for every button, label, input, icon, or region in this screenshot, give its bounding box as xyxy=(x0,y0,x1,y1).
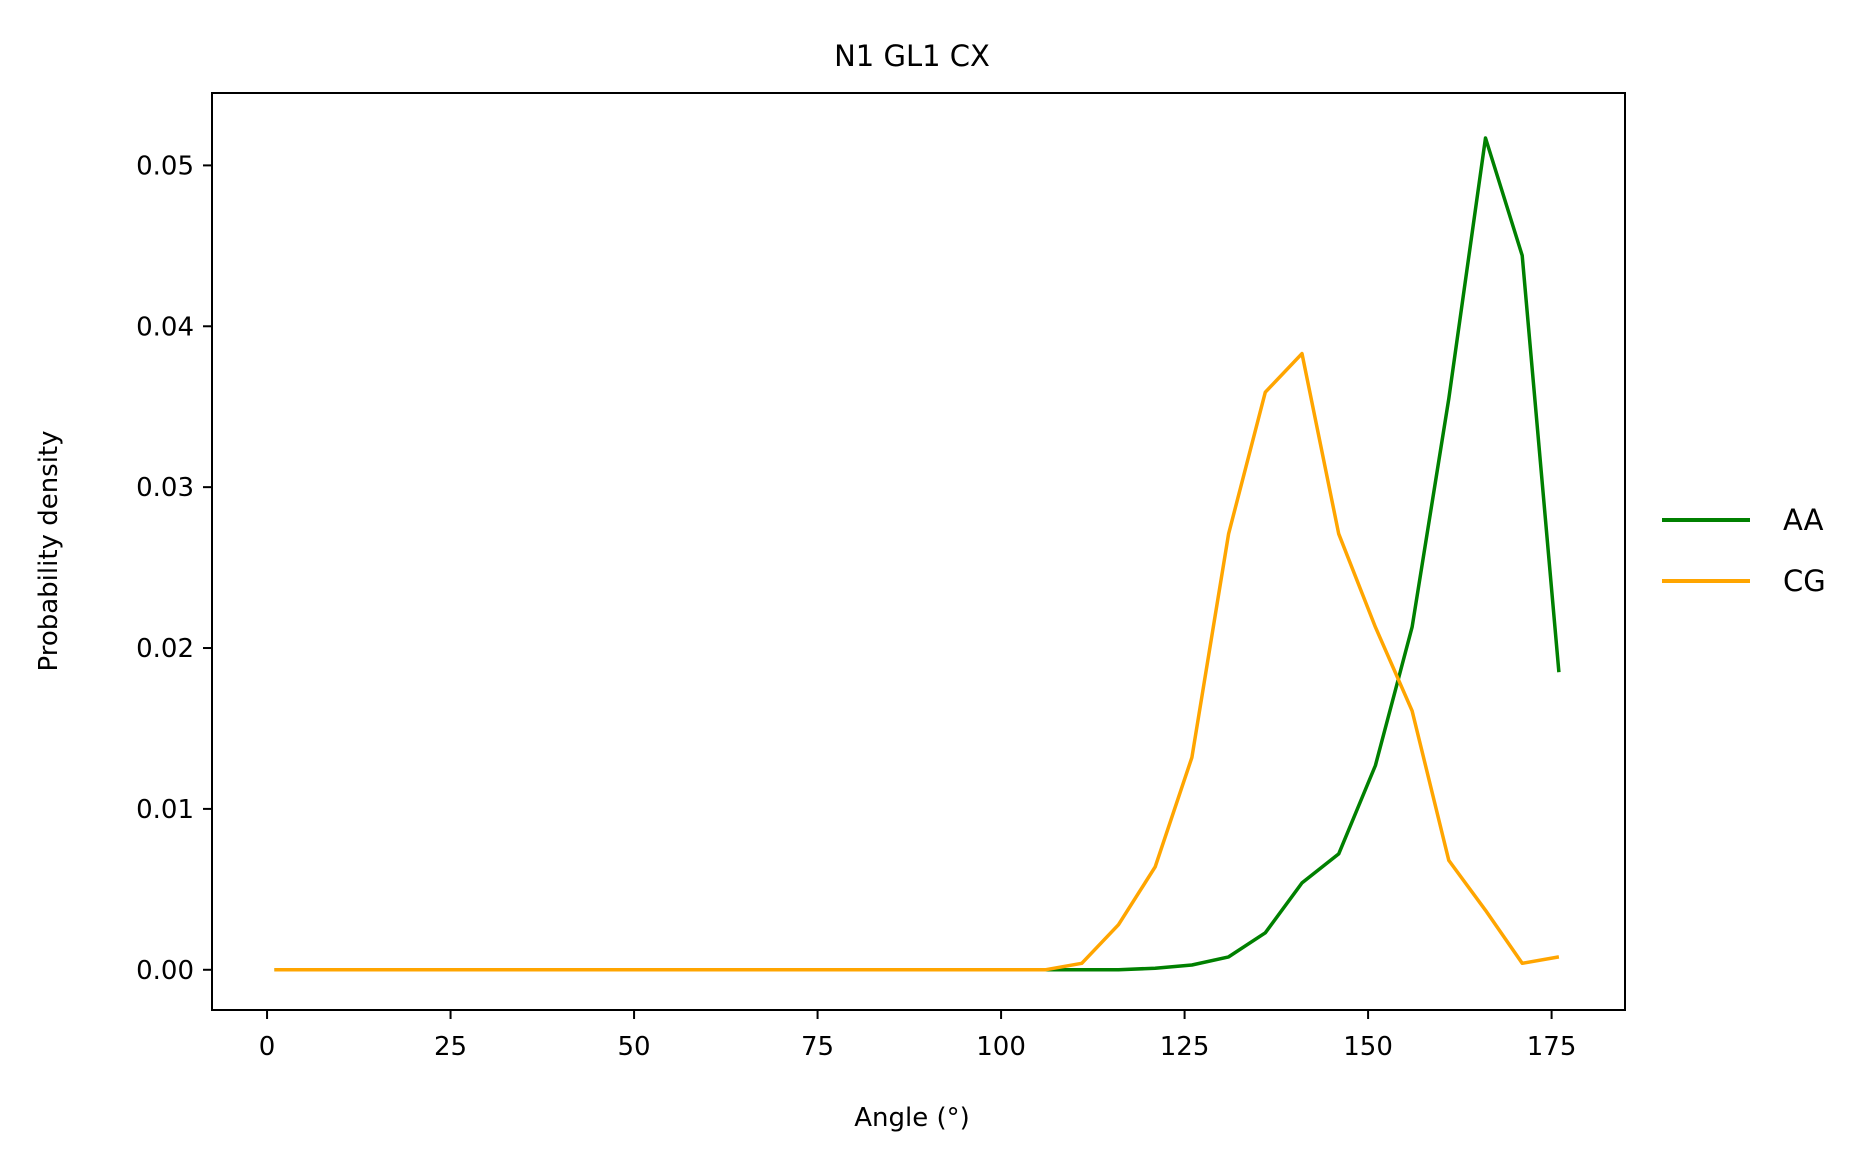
y-tick-label: 0.03 xyxy=(136,473,194,503)
x-axis: 0 25 50 75 100 125 150 175 xyxy=(259,1010,1577,1062)
x-tick-label: 175 xyxy=(1527,1032,1577,1062)
y-tick-label: 0.04 xyxy=(136,312,194,342)
series-layer xyxy=(274,136,1561,972)
legend-label-aa: AA xyxy=(1783,503,1824,537)
series-line-aa xyxy=(274,136,1561,972)
x-tick-label: 25 xyxy=(434,1032,467,1062)
series-line-cg xyxy=(274,351,1560,972)
x-tick-label: 150 xyxy=(1343,1032,1393,1062)
legend: AA CG xyxy=(1662,503,1826,598)
x-tick-label: 0 xyxy=(259,1032,276,1062)
y-axis: 0.00 0.01 0.02 0.03 0.04 0.05 xyxy=(136,151,212,986)
x-tick-label: 50 xyxy=(618,1032,651,1062)
y-tick-label: 0.05 xyxy=(136,151,194,181)
x-tick-label: 75 xyxy=(801,1032,834,1062)
y-axis-label: Probability density xyxy=(34,430,64,671)
plot-area xyxy=(211,92,1626,1011)
x-axis-label: Angle (°) xyxy=(854,1103,970,1133)
plot-frame xyxy=(211,92,1626,1011)
y-tick-label: 0.02 xyxy=(136,634,194,664)
legend-label-cg: CG xyxy=(1783,564,1826,598)
chart-title: N1 GL1 CX xyxy=(834,39,990,73)
x-tick-label: 100 xyxy=(976,1032,1026,1062)
y-tick-label: 0.01 xyxy=(136,795,194,825)
y-tick-label: 0.00 xyxy=(136,956,194,986)
x-tick-label: 125 xyxy=(1160,1032,1210,1062)
